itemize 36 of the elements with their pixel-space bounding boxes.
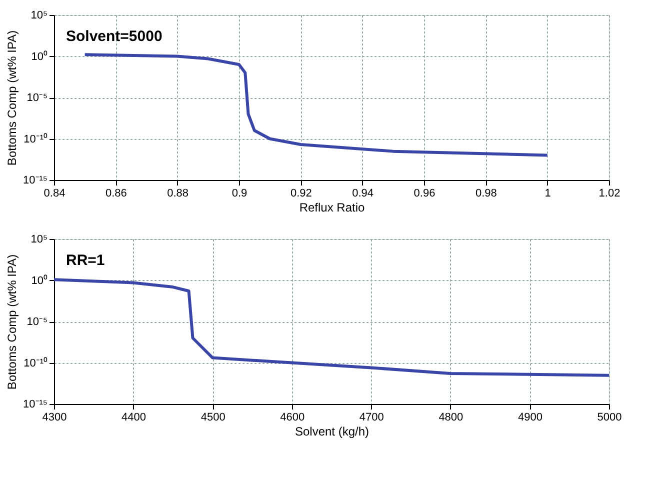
annotation: Solvent=5000 [66,28,162,45]
y-tick-label: 10⁻¹⁰ [24,132,48,146]
x-tick-label: 4900 [518,412,542,424]
x-tick-label: 0.98 [475,188,497,200]
y-tick-label: 10⁻⁵ [26,316,48,328]
y-tick-label: 10⁻¹⁵ [23,174,48,186]
x-tick-label: 4600 [280,412,305,424]
x-tick-label: 4500 [200,412,226,424]
x-tick-label: 5000 [597,412,622,424]
x-tick-label: 4700 [359,412,384,424]
x-axis-title: Reflux Ratio [299,200,365,214]
x-tick-label: 4400 [122,412,146,424]
x-axis-title: Solvent (kg/h) [294,424,370,438]
y-tick-label: 10⁵ [30,234,48,246]
x-tick-label: 0.9 [232,188,248,200]
y-tick-label: 10⁻⁵ [26,92,48,104]
x-tick-label: 0.84 [44,188,66,200]
x-tick-label: 4300 [42,412,67,424]
x-tick-label: 0.92 [290,188,312,200]
y-axis-title: Bottoms Comp (wt% IPA) [5,254,20,390]
annotation: RR=1 [66,252,105,269]
x-tick-label: 1 [544,188,551,200]
y-tick-label: 10⁻¹⁵ [23,398,48,410]
x-tick-label: 0.88 [167,188,189,200]
x-tick-label: 4800 [438,412,464,424]
y-tick-label: 10⁰ [31,50,48,63]
x-tick-label: 0.86 [105,188,127,200]
x-tick-label: 1.02 [598,188,620,200]
y-tick-label: 10⁻¹⁰ [24,356,48,370]
line-series [52,278,610,377]
y-tick-label: 10⁰ [31,274,48,287]
y-tick-label: 10⁵ [30,10,48,22]
x-tick-label: 0.94 [352,188,374,200]
line-series [83,53,549,157]
y-axis-title: Bottoms Comp (wt% IPA) [5,30,20,166]
x-tick-label: 0.96 [414,188,436,200]
